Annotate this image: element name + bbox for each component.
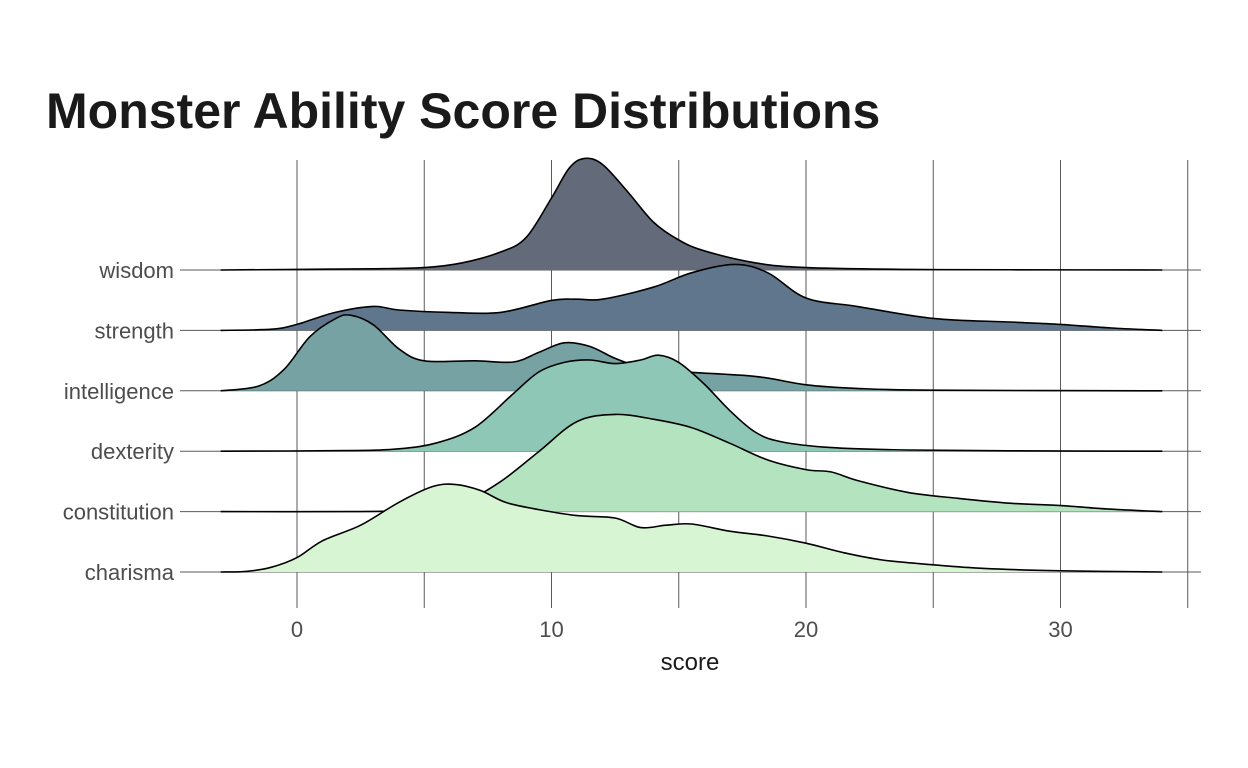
ridge-fill-charisma [220,484,1163,572]
y-tick-label: constitution [63,500,174,525]
ridge-fill-intelligence [220,314,1163,391]
y-tick-label: wisdom [98,258,174,283]
x-tick-label: 10 [539,617,563,642]
y-tick-label: intelligence [64,379,174,404]
ridge-outline-wisdom [220,157,1163,271]
ridge-fill-strength [220,264,1163,331]
x-axis-title: score [661,649,720,676]
ridge-fill-wisdom [220,158,1163,270]
y-tick-label: strength [95,318,175,343]
ridge-outline-intelligence [220,314,1163,392]
x-tick-label: 30 [1048,617,1072,642]
x-tick-label: 20 [794,617,818,642]
chart-title: Monster Ability Score Distributions [46,83,881,139]
y-tick-labels: wisdom strength intelligence dexterity const… [63,258,175,585]
ridge-layer [220,157,1163,573]
ridge-outline-strength [220,263,1163,332]
ridge-fill-dexterity [220,355,1163,452]
y-tick-label: dexterity [91,439,174,464]
ridge-outline-charisma [220,483,1163,573]
ridge-outline-dexterity [220,354,1163,452]
ridge-fill-constitution [220,414,1163,512]
y-tick-label: charisma [85,560,175,585]
x-tick-labels: 0 10 20 30 [291,617,1073,642]
x-tick-label: 0 [291,617,303,642]
